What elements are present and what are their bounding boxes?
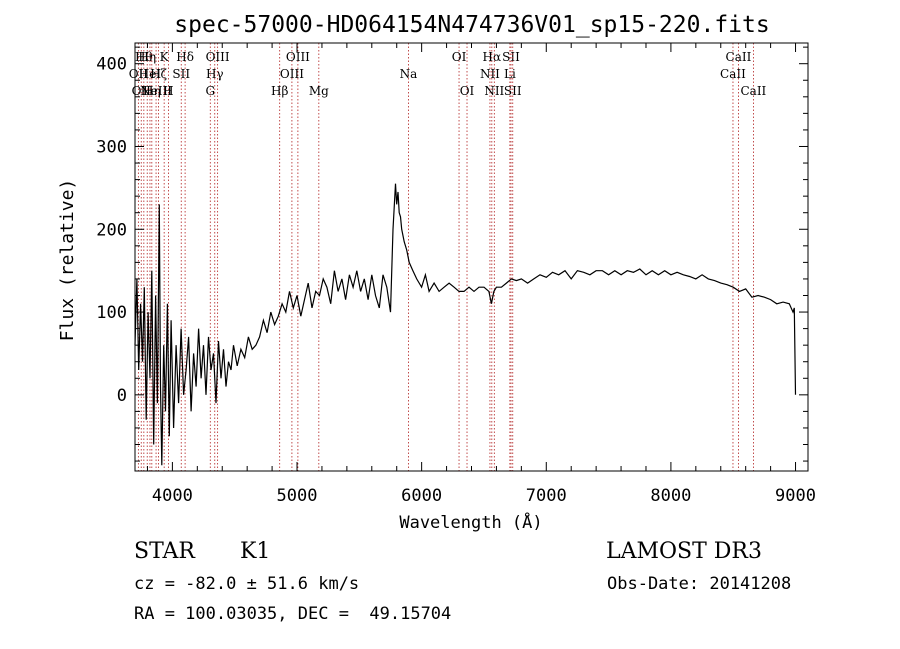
x-axis: 4000 5000 6000 7000 8000 9000 [146, 43, 816, 506]
y-axis: 0 100 200 300 400 [96, 46, 808, 462]
line-marker-label: NII [484, 84, 504, 98]
line-marker-label: CaII [740, 84, 766, 98]
x-tick-label: 6000 [401, 486, 442, 506]
line-marker-label: Hδ [176, 50, 194, 64]
observation-date: Obs-Date: 20141208 [607, 574, 792, 594]
line-marker-label: Hη [143, 84, 161, 98]
line-marker-label: HeI [139, 67, 162, 81]
x-tick-label: 5000 [277, 486, 318, 506]
line-marker-label: Mg [309, 84, 329, 98]
line-marker-label: Hη [138, 50, 156, 64]
line-marker-label: OIII [286, 50, 310, 64]
plot-frame [134, 42, 809, 472]
y-tick-label: 200 [96, 220, 127, 240]
line-marker-label: Hθ [135, 50, 153, 64]
line-marker-label: SII [502, 50, 520, 64]
x-tick-label: 4000 [152, 486, 193, 506]
x-tick-label: 9000 [775, 486, 816, 506]
coordinates: RA = 100.03035, DEC = 49.15704 [134, 604, 452, 624]
line-marker-label: Hζ [150, 67, 167, 81]
line-marker-label: SII [504, 84, 522, 98]
line-marker-label: Li [504, 67, 516, 81]
chart-title: spec-57000-HD064154N474736V01_sp15-220.f… [174, 12, 769, 38]
line-marker-label: Hγ [206, 67, 224, 81]
line-marker-label: OI [452, 50, 467, 64]
line-marker-label: OIII [206, 50, 230, 64]
line-marker-label: G [205, 84, 215, 98]
line-marker-label: K [160, 50, 170, 64]
line-marker-label: SII [172, 67, 190, 81]
line-marker-label: OI [460, 84, 475, 98]
x-tick-label: 7000 [526, 486, 567, 506]
line-marker-label: NeIII [140, 84, 172, 98]
line-marker-label: CaII [720, 67, 746, 81]
object-subclass: K1 [240, 539, 271, 564]
line-marker-label: NII [480, 67, 500, 81]
line-marker-label: OII [132, 84, 152, 98]
line-marker-label: OIII [280, 67, 304, 81]
line-marker-label: Na [400, 67, 418, 81]
line-marker-label: H [163, 84, 173, 98]
y-tick-label: 100 [96, 303, 127, 323]
spectrum-series-line [134, 183, 797, 466]
survey-name: LAMOST DR3 [606, 539, 762, 564]
object-class: STAR [134, 539, 195, 564]
y-tick-label: 300 [96, 137, 127, 157]
line-marker-label: Hα [483, 50, 502, 64]
emission-line-markers: OIIOIIHθHηHeIHηNeIIIHζKHSIIHδGHγOIIIHβOI… [129, 43, 767, 471]
line-marker-label: CaII [726, 50, 752, 64]
x-tick-label: 8000 [650, 486, 691, 506]
y-axis-label: Flux (relative) [57, 179, 78, 342]
line-marker-label: OII [129, 67, 149, 81]
x-axis-label: Wavelength (Å) [399, 511, 542, 533]
redshift-value: cz = -82.0 ± 51.6 km/s [134, 574, 360, 594]
y-tick-label: 0 [117, 386, 127, 406]
y-tick-label: 400 [96, 55, 127, 75]
line-marker-label: Hβ [271, 84, 288, 98]
